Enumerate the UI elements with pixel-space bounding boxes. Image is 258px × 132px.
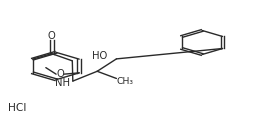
Text: NH: NH	[55, 78, 70, 88]
Text: O: O	[56, 69, 64, 79]
Text: HCl: HCl	[8, 103, 27, 113]
Text: HO: HO	[92, 51, 107, 61]
Text: CH₃: CH₃	[116, 77, 133, 86]
Text: O: O	[48, 31, 56, 41]
